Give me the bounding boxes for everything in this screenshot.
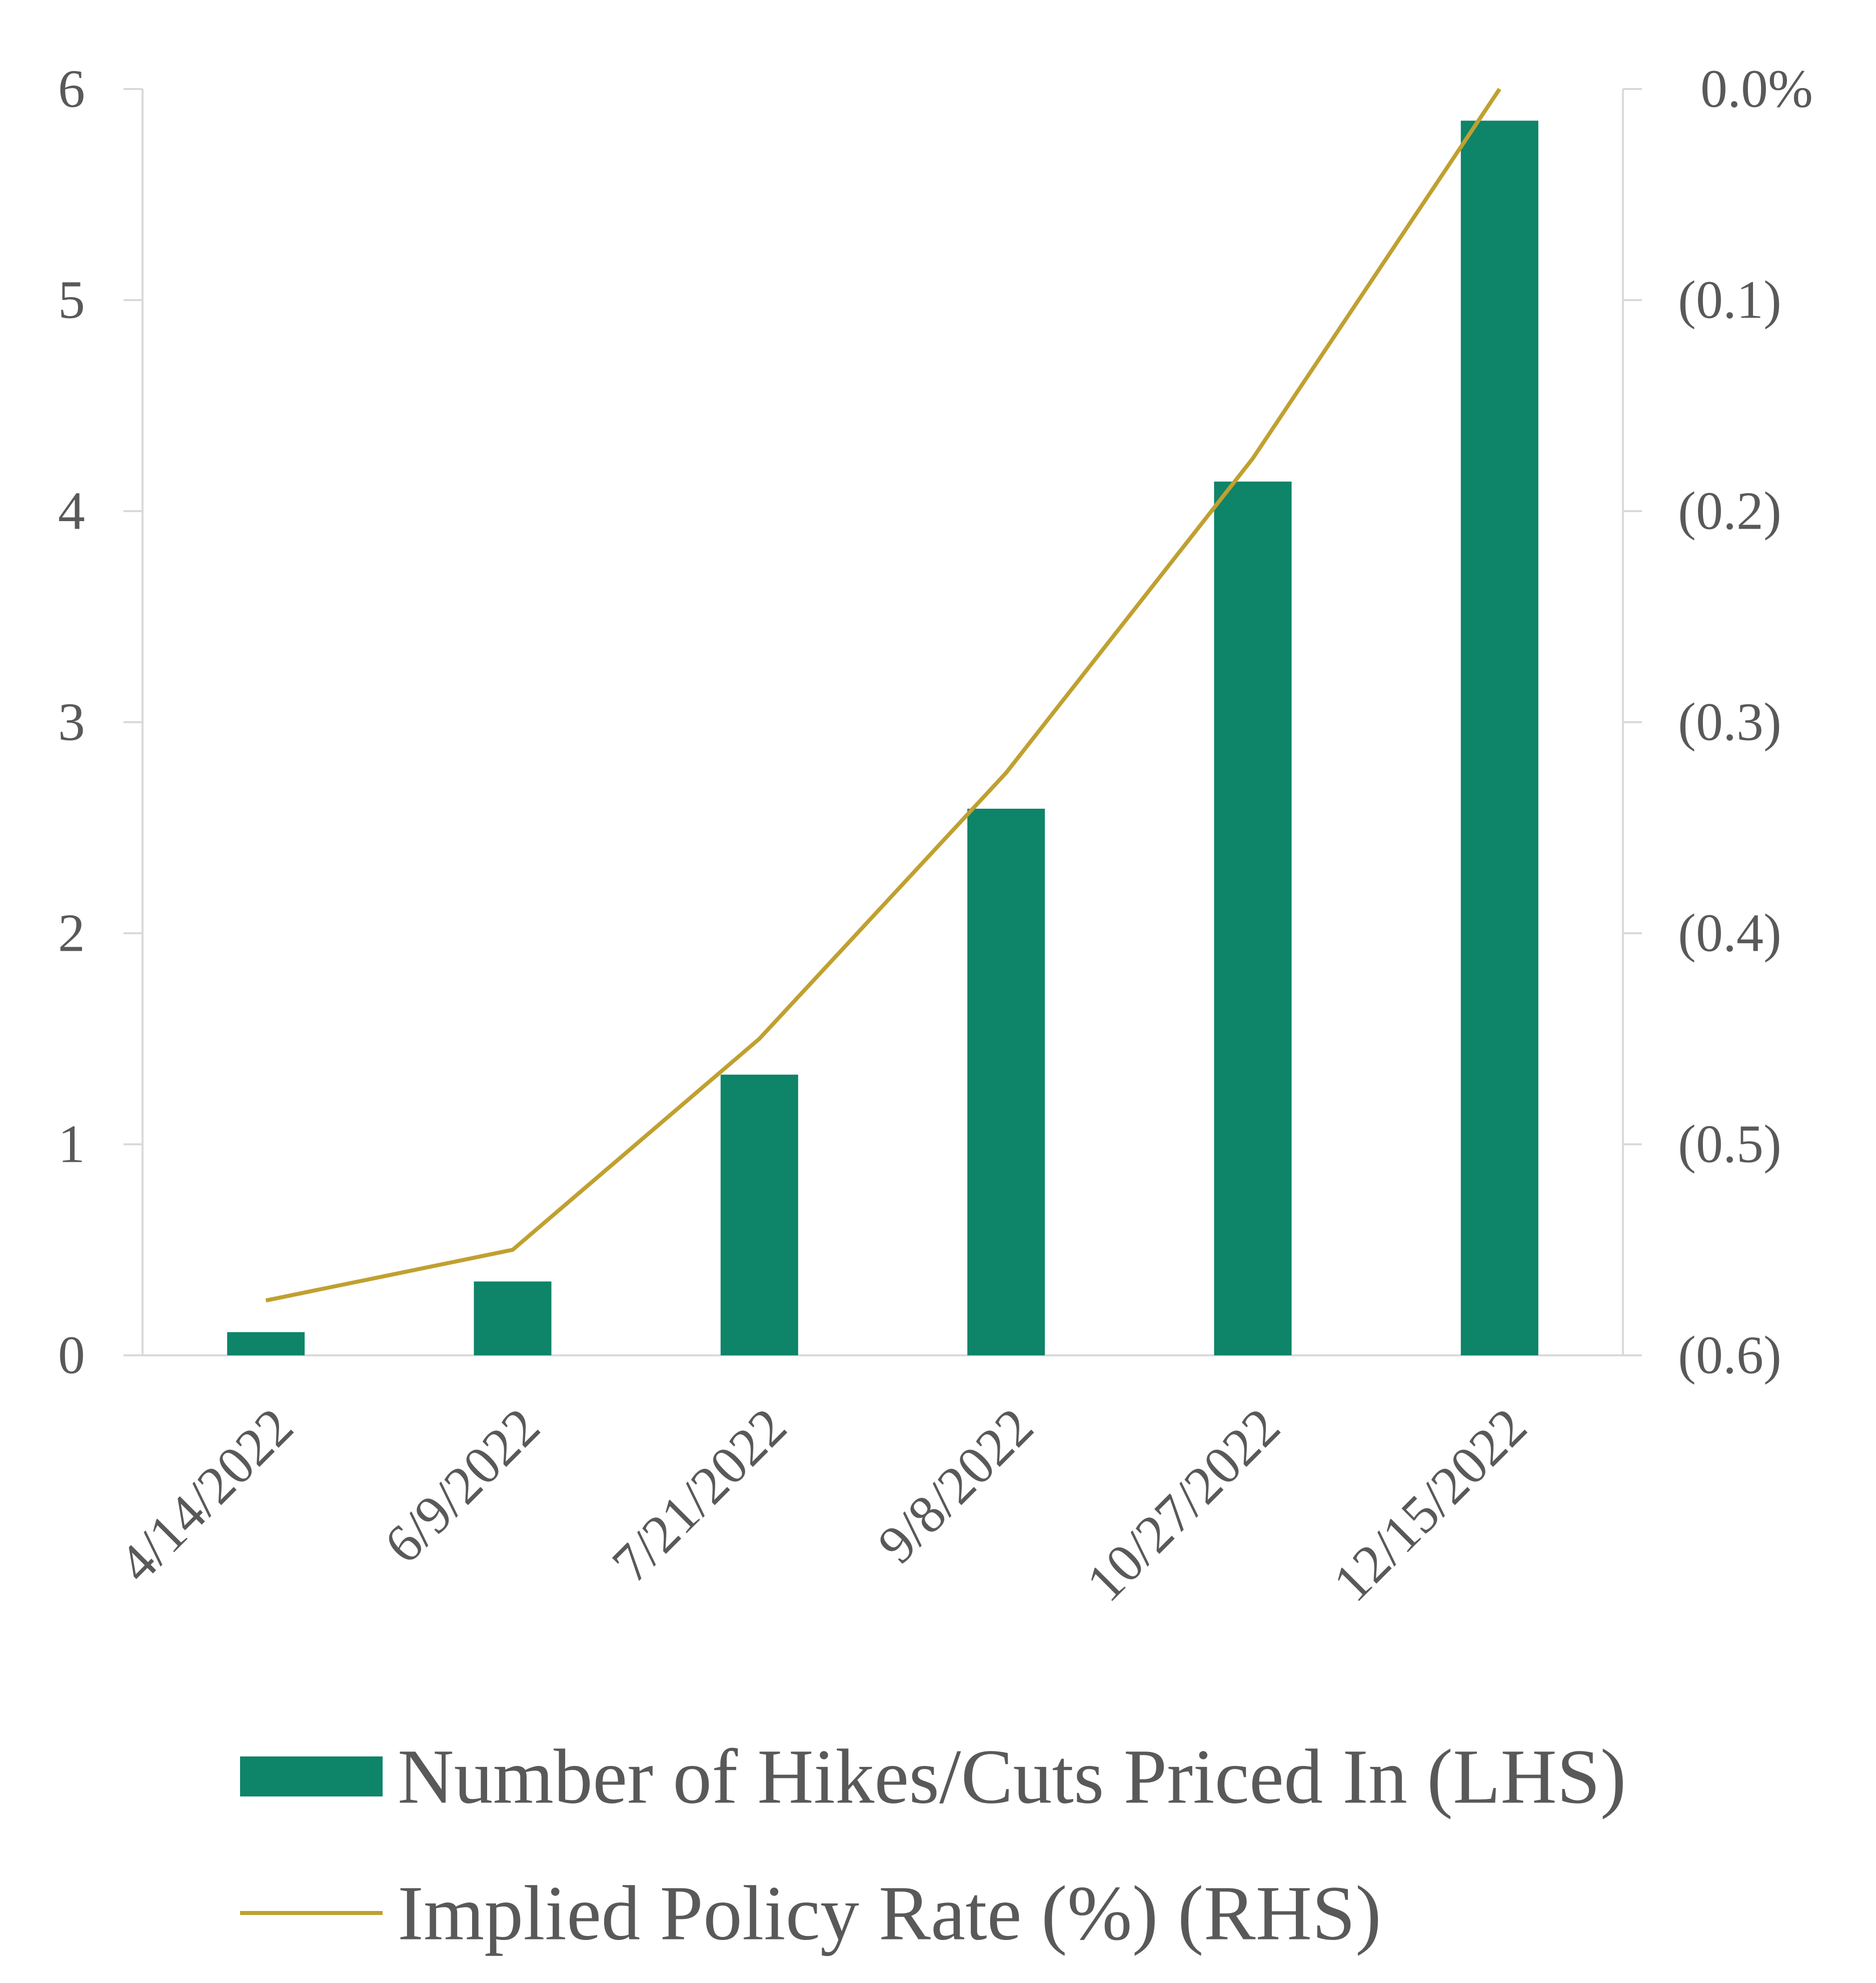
right-axis-tick-label: (0.1) <box>1678 271 1781 330</box>
x-axis-tick-label: 4/14/2022 <box>108 1397 305 1594</box>
x-axis-tick-label: 12/15/2022 <box>1322 1397 1538 1613</box>
left-axis-tick-label: 0 <box>58 1326 85 1385</box>
left-axis-tick-label: 1 <box>58 1115 85 1174</box>
right-axis-tick-labels: 0.0% (0.1) (0.2) (0.3) (0.4) (0.5) (0.6) <box>1678 60 1813 1385</box>
x-axis-tick-label: 6/9/2022 <box>373 1397 551 1575</box>
line-series <box>265 88 1501 1303</box>
bar <box>1214 481 1292 1356</box>
line-path <box>265 88 1501 1303</box>
bar <box>967 809 1045 1355</box>
x-axis-tick-label: 9/8/2022 <box>867 1397 1045 1575</box>
legend: Number of Hikes/Cuts Priced In (LHS) Imp… <box>240 1733 1626 1956</box>
legend-bar-label: Number of Hikes/Cuts Priced In (LHS) <box>398 1733 1626 1820</box>
bar <box>720 1074 798 1355</box>
bar-series <box>227 121 1538 1356</box>
left-axis-tick-label: 6 <box>58 60 85 119</box>
x-axis-tick-label: 7/21/2022 <box>601 1397 798 1594</box>
legend-bar-swatch <box>240 1756 383 1796</box>
left-axis-tick-label: 2 <box>58 904 85 963</box>
legend-line-label: Implied Policy Rate (%) (RHS) <box>398 1870 1381 1956</box>
right-axis-tick-label: (0.6) <box>1678 1326 1781 1385</box>
right-axis-tick-label: (0.4) <box>1678 904 1781 963</box>
left-axis-tick-labels: 0 1 2 3 4 5 6 <box>58 60 85 1385</box>
x-axis-tick-label: 10/27/2022 <box>1075 1397 1291 1613</box>
right-axis-tick-label: 0.0% <box>1700 60 1813 119</box>
left-axis-tick-label: 3 <box>58 693 85 752</box>
bar <box>474 1281 552 1355</box>
bar <box>1460 121 1538 1355</box>
left-axis-tick-label: 4 <box>58 482 85 541</box>
left-axis-tick-label: 5 <box>58 271 85 330</box>
right-axis-tick-label: (0.2) <box>1678 482 1781 541</box>
axes <box>124 88 1642 1356</box>
x-axis-tick-labels: 4/14/2022 6/9/2022 7/21/2022 9/8/2022 10/27/… <box>108 1397 1538 1613</box>
bar <box>227 1332 305 1355</box>
right-axis-tick-label: (0.5) <box>1678 1115 1781 1174</box>
right-axis-tick-label: (0.3) <box>1678 693 1781 752</box>
